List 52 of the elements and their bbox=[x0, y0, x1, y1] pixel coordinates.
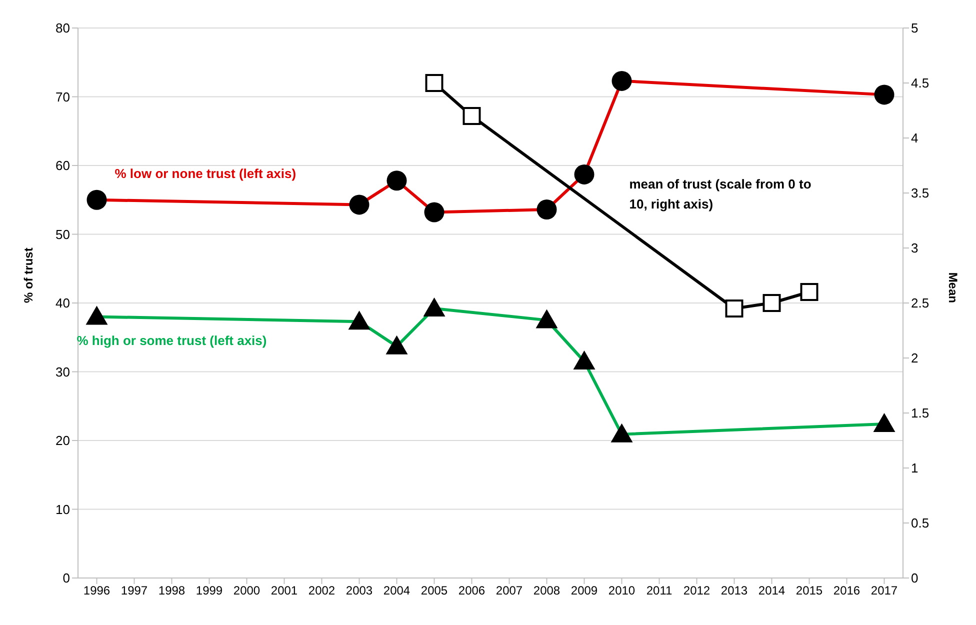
x-tick-label: 1999 bbox=[196, 584, 223, 598]
y-tick-label: 50 bbox=[56, 226, 70, 242]
point bbox=[800, 283, 818, 301]
x-tick-label: 2003 bbox=[346, 584, 373, 598]
y2-tick-label: 2 bbox=[911, 350, 918, 366]
y-tick-label: 20 bbox=[56, 433, 70, 448]
x-tick-label: 2005 bbox=[420, 584, 448, 598]
point bbox=[425, 74, 444, 92]
y-tick-label: 40 bbox=[56, 296, 70, 311]
x-tick-label: 2001 bbox=[270, 584, 298, 598]
x-tick-label: 2016 bbox=[833, 584, 860, 598]
x-tick-label: 1996 bbox=[83, 584, 110, 598]
point bbox=[725, 300, 744, 318]
x-tick-label: 2007 bbox=[496, 584, 523, 598]
y2-tick-label: 3 bbox=[911, 240, 918, 256]
x-tick-label: 2015 bbox=[796, 584, 823, 598]
y2-tick-label: 0 bbox=[911, 570, 918, 586]
series-label: % high or some trust (left axis) bbox=[76, 332, 267, 348]
y-tick-label: 30 bbox=[56, 364, 70, 380]
x-tick-label: 1998 bbox=[158, 584, 186, 598]
x-tick-label: 2000 bbox=[233, 584, 260, 598]
y2-tick-label: 4.5 bbox=[911, 76, 930, 91]
x-tick-label: 2017 bbox=[870, 584, 898, 598]
x-tick-label: 2008 bbox=[533, 584, 560, 598]
x-tick-label: 2012 bbox=[683, 584, 710, 598]
x-tick-label: 1997 bbox=[120, 584, 148, 598]
y2-tick-label: 0.5 bbox=[911, 516, 930, 531]
y2-tick-label: 4 bbox=[911, 130, 918, 146]
y2-tick-label: 3.5 bbox=[911, 186, 930, 201]
y-tick-label: 60 bbox=[56, 158, 70, 174]
x-tick-label: 2013 bbox=[720, 584, 748, 598]
x-tick-label: 2004 bbox=[383, 584, 410, 598]
y2-tick-label: 1 bbox=[911, 460, 918, 476]
y-tick-label: 0 bbox=[62, 570, 70, 586]
series-label: % low or none trust (left axis) bbox=[114, 166, 296, 181]
x-tick-label: 2014 bbox=[758, 584, 786, 598]
x-tick-label: 2010 bbox=[608, 584, 636, 598]
y-axis-title: % of trust bbox=[21, 248, 36, 303]
y2-tick-label: 1.5 bbox=[911, 406, 930, 421]
x-tick-label: 2011 bbox=[646, 584, 672, 598]
y2-axis-title: Mean bbox=[946, 272, 960, 303]
x-tick-label: 2009 bbox=[570, 584, 598, 598]
y2-tick-label: 2.5 bbox=[911, 296, 930, 311]
point bbox=[462, 107, 481, 125]
x-tick-label: 2002 bbox=[308, 584, 336, 598]
y2-tick-label: 5 bbox=[911, 20, 918, 36]
y-tick-label: 80 bbox=[56, 20, 70, 36]
y-tick-label: 70 bbox=[56, 89, 70, 104]
series-label: mean of trust (scale from 0 to 10, right axis) bbox=[629, 176, 812, 212]
y-tick-label: 10 bbox=[56, 502, 70, 517]
point bbox=[762, 294, 781, 312]
x-tick-label: 2006 bbox=[458, 584, 486, 598]
